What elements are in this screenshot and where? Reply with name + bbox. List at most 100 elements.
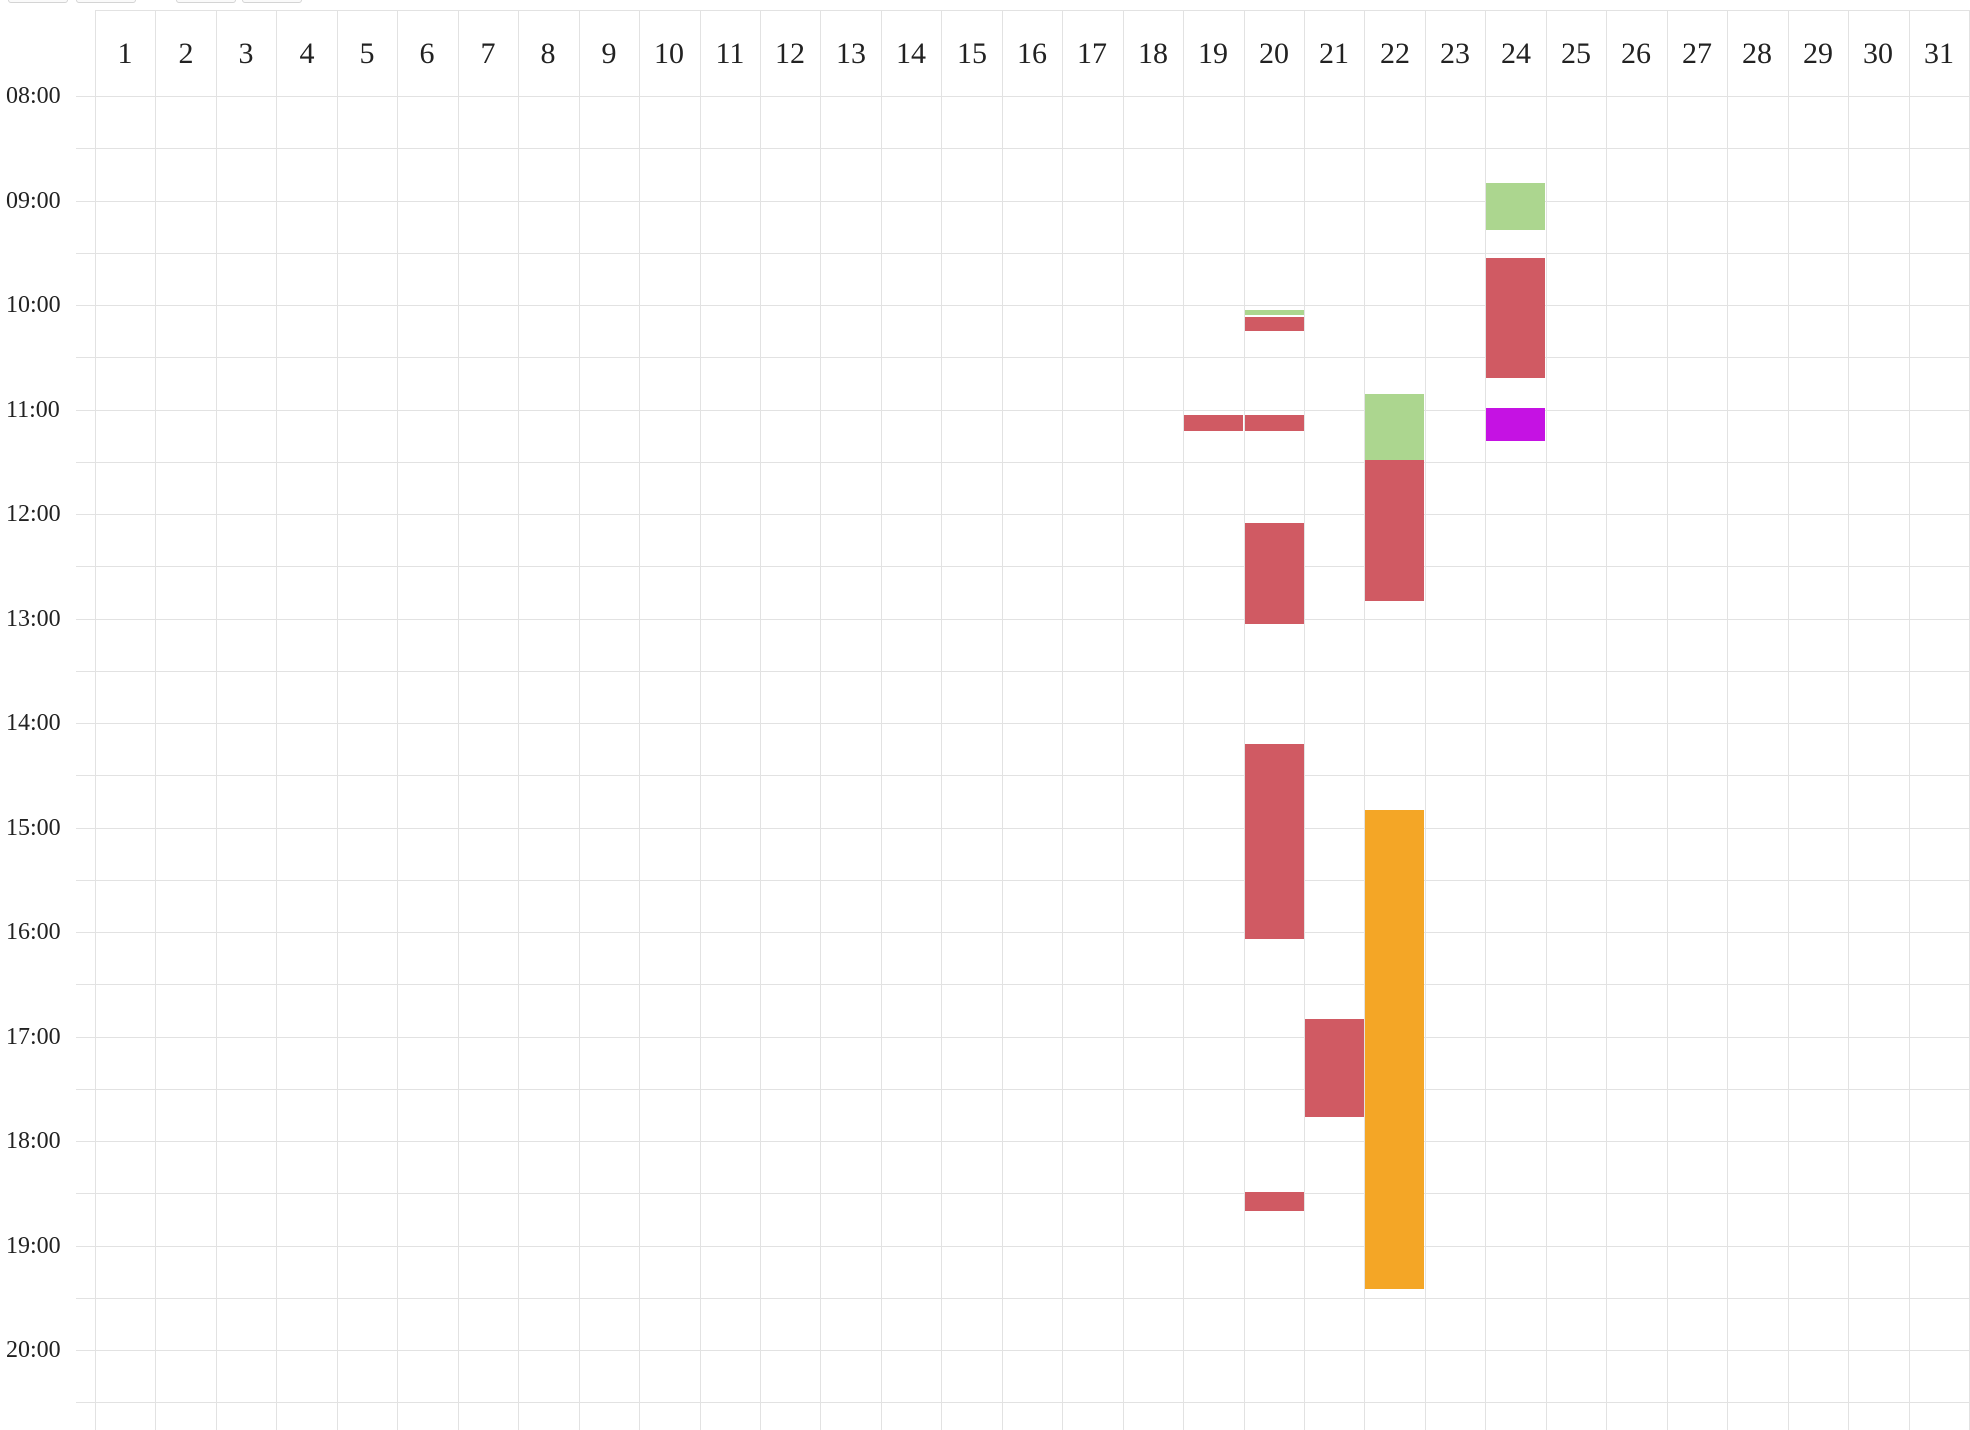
day-column-line <box>1002 10 1003 1430</box>
day-label: 10 <box>654 37 684 70</box>
day-label: 3 <box>238 37 254 70</box>
hour-grid-line <box>76 932 1970 933</box>
day-column-line <box>1364 10 1365 1430</box>
calendar-event[interactable] <box>1245 744 1304 939</box>
day-label: 12 <box>775 37 805 70</box>
time-label: 18:00 <box>6 1128 61 1154</box>
hour-grid-line <box>76 828 1970 829</box>
half-hour-grid-line <box>76 566 1970 567</box>
day-column-line <box>1667 10 1668 1430</box>
time-label: 08:00 <box>6 83 61 109</box>
hour-grid-line <box>76 305 1970 306</box>
day-column-line <box>700 10 701 1430</box>
day-label: 2 <box>178 37 194 70</box>
day-column-line <box>760 10 761 1430</box>
toolbar-button[interactable] <box>8 0 68 3</box>
calendar-event[interactable] <box>1486 258 1545 378</box>
day-label: 19 <box>1198 37 1228 70</box>
hour-grid-line <box>76 1246 1970 1247</box>
hour-grid-line <box>76 1037 1970 1038</box>
day-column-line <box>820 10 821 1430</box>
day-column-line <box>1304 10 1305 1430</box>
time-label: 15:00 <box>6 815 61 841</box>
day-label: 17 <box>1077 37 1107 70</box>
day-label: 26 <box>1621 37 1651 70</box>
day-column-line <box>881 10 882 1430</box>
time-label: 16:00 <box>6 919 61 945</box>
day-column-line <box>579 10 580 1430</box>
day-label: 20 <box>1259 37 1289 70</box>
day-label: 31 <box>1924 37 1954 70</box>
day-label: 21 <box>1319 37 1349 70</box>
calendar-event[interactable] <box>1365 460 1424 601</box>
half-hour-grid-line <box>76 880 1970 881</box>
day-label: 24 <box>1501 37 1531 70</box>
day-label: 18 <box>1138 37 1168 70</box>
toolbar-button[interactable] <box>76 0 136 3</box>
day-column-line <box>1546 10 1547 1430</box>
calendar-event[interactable] <box>1305 1019 1364 1117</box>
day-column-line <box>639 10 640 1430</box>
calendar-event[interactable] <box>1486 408 1545 441</box>
hour-grid-line <box>76 1350 1970 1351</box>
time-label: 12:00 <box>6 501 61 527</box>
day-label: 16 <box>1017 37 1047 70</box>
calendar-event[interactable] <box>1184 415 1243 431</box>
day-label: 5 <box>359 37 375 70</box>
half-hour-grid-line <box>76 775 1970 776</box>
hour-grid-line <box>76 410 1970 411</box>
day-label: 22 <box>1380 37 1410 70</box>
toolbar-button[interactable] <box>242 0 302 3</box>
calendar-event[interactable] <box>1245 523 1304 624</box>
day-column-line <box>1606 10 1607 1430</box>
calendar-event[interactable] <box>1365 394 1424 460</box>
half-hour-grid-line <box>76 1402 1970 1403</box>
day-label: 6 <box>419 37 435 70</box>
time-label: 14:00 <box>6 710 61 736</box>
hour-grid-line <box>76 619 1970 620</box>
day-column-line <box>1183 10 1184 1430</box>
day-label: 7 <box>480 37 496 70</box>
half-hour-grid-line <box>76 357 1970 358</box>
time-label: 17:00 <box>6 1024 61 1050</box>
half-hour-grid-line <box>76 1089 1970 1090</box>
time-label: 10:00 <box>6 292 61 318</box>
time-label: 09:00 <box>6 188 61 214</box>
day-label: 29 <box>1803 37 1833 70</box>
day-column-line <box>1909 10 1910 1430</box>
day-column-line <box>216 10 217 1430</box>
header-top-line <box>95 10 1970 11</box>
day-label: 13 <box>836 37 866 70</box>
day-column-line <box>458 10 459 1430</box>
calendar-event[interactable] <box>1365 810 1424 1289</box>
half-hour-grid-line <box>76 148 1970 149</box>
time-label: 20:00 <box>6 1337 61 1363</box>
day-column-line <box>1062 10 1063 1430</box>
day-label: 27 <box>1682 37 1712 70</box>
hour-grid-line <box>76 96 1970 97</box>
day-label: 15 <box>957 37 987 70</box>
day-label: 1 <box>117 37 133 70</box>
day-column-line <box>155 10 156 1430</box>
calendar-event[interactable] <box>1245 415 1304 431</box>
half-hour-grid-line <box>76 253 1970 254</box>
day-column-line <box>1848 10 1849 1430</box>
day-column-line <box>397 10 398 1430</box>
calendar-event[interactable] <box>1245 1192 1304 1211</box>
half-hour-grid-line <box>76 1298 1970 1299</box>
day-column-line <box>1425 10 1426 1430</box>
day-label: 23 <box>1440 37 1470 70</box>
hour-grid-line <box>76 201 1970 202</box>
calendar-event[interactable] <box>1245 317 1304 331</box>
calendar-event[interactable] <box>1486 183 1545 230</box>
day-column-line <box>337 10 338 1430</box>
hour-grid-line <box>76 723 1970 724</box>
half-hour-grid-line <box>76 1193 1970 1194</box>
day-label: 8 <box>540 37 556 70</box>
day-column-line <box>1244 10 1245 1430</box>
day-column-line <box>1485 10 1486 1430</box>
calendar-event[interactable] <box>1245 310 1304 315</box>
day-label: 14 <box>896 37 926 70</box>
toolbar-button[interactable] <box>176 0 236 3</box>
top-toolbar <box>0 0 400 3</box>
